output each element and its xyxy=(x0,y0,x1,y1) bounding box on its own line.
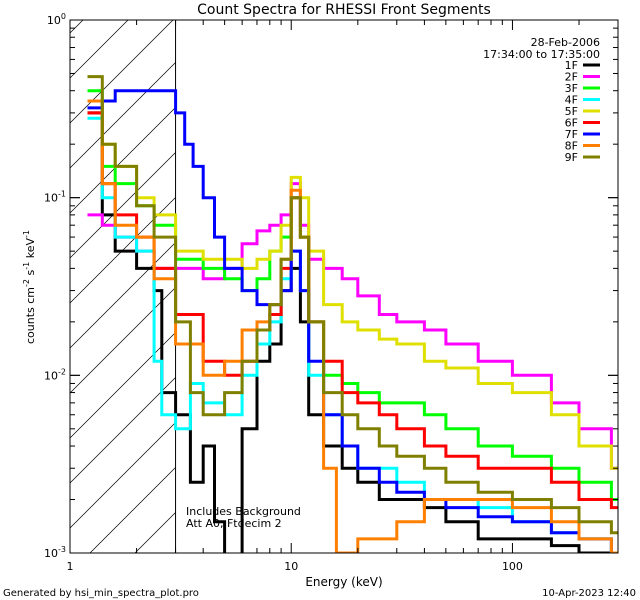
footer-timestamp: 10-Apr-2023 12:40 xyxy=(542,588,636,599)
series-lines xyxy=(87,75,618,553)
hatch-line xyxy=(70,61,176,169)
hatch-line xyxy=(70,20,84,34)
x-tick-label: 100 xyxy=(502,560,523,573)
legend-label-8F: 8F xyxy=(565,140,578,153)
annotation-background: Includes Background xyxy=(186,505,301,518)
y-tick-label: 100 xyxy=(47,12,66,27)
x-tick-label: 10 xyxy=(284,560,298,573)
hatch-line xyxy=(70,20,174,124)
hatch-line xyxy=(0,20,38,553)
y-tick-label: 10-1 xyxy=(44,190,66,205)
annotation-attenuator: Att A0, Ftdecim 2 xyxy=(186,517,282,530)
legend-label-5F: 5F xyxy=(565,105,578,118)
x-tick-label: 1 xyxy=(67,560,74,573)
hatch-line xyxy=(70,376,176,484)
hatch-line xyxy=(70,286,176,394)
hatch-line xyxy=(70,331,176,439)
x-axis: 1 10 100 xyxy=(67,20,619,573)
date-label: 28-Feb-2006 xyxy=(531,36,600,49)
hatch-line xyxy=(405,20,640,553)
legend-label-4F: 4F xyxy=(565,94,578,107)
hatch-line xyxy=(70,421,176,529)
series-line-3F xyxy=(87,89,618,501)
time-range-label: 17:34:00 to 17:35:00 xyxy=(483,48,600,61)
y-label-exp3: -1 xyxy=(22,230,31,238)
y-tick-label: 10-3 xyxy=(44,545,66,560)
legend-label-6F: 6F xyxy=(565,117,578,130)
legend-label-7F: 7F xyxy=(565,128,578,141)
footer-generated-by: Generated by hsi_min_spectra_plot.pro xyxy=(3,588,199,599)
hatch-line xyxy=(70,241,176,349)
series-line-7F xyxy=(87,89,618,553)
y-tick-label: 10-2 xyxy=(44,367,66,382)
series-line-8F xyxy=(87,99,618,553)
hatch-line xyxy=(630,20,640,553)
y-axis-label: counts cm-2 s-1 keV-1 xyxy=(22,230,37,344)
x-axis-label: Energy (keV) xyxy=(305,575,382,589)
legend-label-2F: 2F xyxy=(565,71,578,84)
y-label-mid2: keV xyxy=(24,238,37,262)
series-line-5F xyxy=(87,99,618,470)
chart-title: Count Spectra for RHESSI Front Segments xyxy=(197,2,491,18)
y-label-exp1: -2 xyxy=(22,279,31,287)
series-line-6F xyxy=(87,111,618,510)
series-line-4F xyxy=(87,116,618,553)
hatch-line xyxy=(70,196,176,304)
series-line-9F xyxy=(87,75,618,535)
legend-label-1F: 1F xyxy=(565,59,578,72)
y-label-base: counts cm xyxy=(24,287,37,344)
y-label-mid1: s xyxy=(24,269,37,278)
plot-frame xyxy=(69,19,619,554)
series-line-1F xyxy=(87,111,618,553)
legend-label-3F: 3F xyxy=(565,82,578,95)
y-axis: 10-3 10-2 10-1 100 xyxy=(44,12,618,560)
hatch-line xyxy=(450,20,640,553)
y-label-exp2: -1 xyxy=(22,262,31,270)
legend-label-9F: 9F xyxy=(565,151,578,164)
